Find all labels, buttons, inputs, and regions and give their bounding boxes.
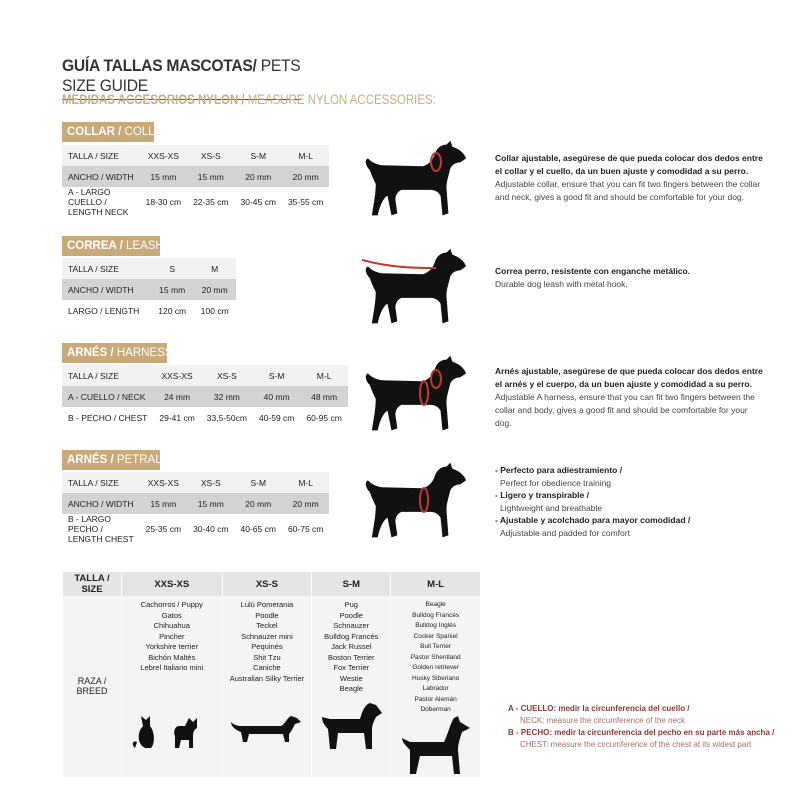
measurement-notes: A - CUELLO: medir la circunferencia del … bbox=[508, 704, 775, 749]
table-cell: 60-95 cm bbox=[300, 407, 348, 428]
table-cell: ANCHO / WIDTH bbox=[62, 279, 151, 300]
table-cell: 48 mm bbox=[300, 386, 348, 407]
table-cell: ANCHO / WIDTH bbox=[62, 493, 140, 514]
dog-harness-icon bbox=[362, 355, 470, 435]
table-cell: XXS-XS bbox=[121, 572, 223, 596]
table-cell: TALLA / SIZE bbox=[68, 370, 119, 381]
table-cell: 20 mm bbox=[234, 166, 282, 187]
table-cell: 15 mm bbox=[187, 166, 235, 187]
feature-item: - Ligero y transpirable / Lightweight and… bbox=[495, 490, 603, 513]
table-cell: XS-S bbox=[221, 572, 312, 596]
dog-petral-icon bbox=[362, 462, 470, 542]
breed-list-xs-s: Lulú Pomerania Poodle Teckel Schnauzer mini… bbox=[221, 596, 312, 777]
table-cell: 15 mm bbox=[139, 493, 188, 514]
leash-description: Correa perro, resistente con enganche me… bbox=[495, 266, 691, 289]
table-cell: 35-55 cm bbox=[281, 187, 330, 217]
table-cell: M-L bbox=[298, 150, 313, 161]
table-cell: S-M bbox=[250, 150, 267, 161]
table-cell: M-L bbox=[298, 477, 313, 488]
leash-table: TALLA / SIZE S M ANCHO / WIDTH 15 mm 20 mm L… bbox=[62, 258, 236, 321]
petral-tag: ARNÉS / PETRAL bbox=[62, 450, 162, 470]
table-cell: 24 mm bbox=[153, 386, 201, 407]
table-cell: 15 mm bbox=[139, 166, 188, 187]
table-cell: 40-59 cm bbox=[252, 407, 301, 428]
table-cell: XS-S bbox=[200, 477, 221, 488]
table-cell: 29-41 cm bbox=[153, 407, 201, 428]
table-cell: 20 mm bbox=[281, 493, 330, 514]
table-cell: 15 mm bbox=[150, 279, 194, 300]
breed-list-xxs-xs: Cachorros / Puppy Gatos Chihuahua Pincher Yo… bbox=[121, 596, 223, 777]
table-cell: 20 mm bbox=[281, 166, 330, 187]
table-cell: TALLA / SIZE bbox=[68, 477, 119, 488]
table-cell: XXS-XS bbox=[161, 370, 193, 381]
leash-tag: CORREA / LEASH bbox=[62, 236, 164, 256]
collar-tag: COLLAR / COLLAR bbox=[62, 122, 171, 142]
table-cell: 30-45 cm bbox=[234, 187, 282, 217]
table-cell: LARGO / LENGTH bbox=[62, 300, 151, 321]
feature-item: - Ajustable y acolchado para mayor comod… bbox=[495, 515, 691, 538]
table-cell: TALLA / SIZE bbox=[62, 572, 122, 596]
table-cell: 20 mm bbox=[234, 493, 282, 514]
table-cell: 33,5-50cm bbox=[200, 407, 253, 428]
doberman-icon bbox=[401, 715, 470, 774]
table-cell: 120 cm bbox=[150, 300, 194, 321]
feature-item: - Perfecto para adiestramiento / Perfect … bbox=[495, 465, 623, 488]
table-cell: XXS-XS bbox=[147, 150, 179, 161]
table-cell: 32 mm bbox=[200, 386, 253, 407]
table-cell: 100 cm bbox=[193, 300, 236, 321]
table-cell: RAZA / BREED bbox=[62, 596, 122, 777]
harness-table: TALLA / SIZE XXS-XS XS-S S-M M-L A - CUELLO … bbox=[62, 365, 348, 428]
table-cell: TALLA / SIZE bbox=[68, 150, 119, 161]
table-cell: 25-35 cm bbox=[139, 514, 188, 544]
table-cell: B - PECHO / CHEST bbox=[62, 407, 154, 428]
table-cell: S-M bbox=[311, 572, 391, 596]
table-cell: 22-35 cm bbox=[187, 187, 235, 217]
cat-and-chihuahua-icon bbox=[132, 715, 197, 748]
table-cell: 30-40 cm bbox=[187, 514, 235, 544]
table-cell: 40-65 cm bbox=[234, 514, 282, 544]
table-cell: XS-S bbox=[216, 370, 237, 381]
table-cell: ANCHO / WIDTH bbox=[62, 166, 140, 187]
table-cell: S bbox=[169, 263, 175, 274]
section-subtitle: MEDIDAS ACCESORIOS NYLON / MEASURE NYLON… bbox=[62, 92, 436, 107]
dog-collar-icon bbox=[362, 140, 470, 220]
breed-table: TALLA / SIZE XXS-XS XS-S S-M M-L RAZA / BREE… bbox=[62, 572, 480, 777]
table-cell: 15 mm bbox=[187, 493, 235, 514]
dog-leash-icon bbox=[362, 248, 470, 328]
table-cell: M bbox=[211, 263, 219, 274]
table-cell: M-L bbox=[316, 370, 332, 381]
table-cell: S-M bbox=[268, 370, 285, 381]
petral-table: TALLA / SIZE XXS-XS XS-S S-M M-L ANCHO / WID… bbox=[62, 472, 330, 544]
table-cell: 18-30 cm bbox=[139, 187, 188, 217]
dachshund-icon bbox=[230, 716, 301, 742]
harness-description: Arnés ajustable, asegúrese de que pueda … bbox=[495, 366, 763, 428]
breed-list-s-m: Pug Poodle Schnauzer Bulldog Francés Jack Ru… bbox=[311, 596, 391, 777]
table-cell: XS-S bbox=[200, 150, 221, 161]
breed-list-m-l: Beagle Bulldog Francés Bulldog Inglés Cocke… bbox=[390, 596, 480, 777]
table-cell: M-L bbox=[390, 572, 480, 596]
petral-features: - Perfecto para adiestramiento / Perfect … bbox=[495, 464, 765, 539]
table-cell: S-M bbox=[250, 477, 267, 488]
collar-table: TALLA / SIZE XXS-XS XS-S S-M M-L ANCHO / WID… bbox=[62, 145, 330, 217]
table-cell: TALLA / SIZE bbox=[68, 263, 119, 274]
table-cell: 60-75 cm bbox=[281, 514, 330, 544]
schnauzer-icon bbox=[322, 702, 383, 749]
table-cell: A - CUELLO / NECK bbox=[62, 386, 154, 407]
table-cell: 40 mm bbox=[252, 386, 301, 407]
harness-tag: ARNÉS / HARNESS bbox=[62, 343, 172, 363]
page-title: GUÍA TALLAS MASCOTAS/ PETS SIZE GUIDE bbox=[62, 56, 302, 100]
table-cell: A - LARGO CUELLO / LENGTH NECK bbox=[62, 187, 140, 217]
collar-description: Collar ajustable, asegúrese de que pueda… bbox=[495, 153, 763, 202]
table-cell: B - LARGO PECHO / LENGTH CHEST bbox=[62, 514, 140, 544]
table-cell: XXS-XS bbox=[147, 477, 179, 488]
table-cell: 20 mm bbox=[193, 279, 236, 300]
